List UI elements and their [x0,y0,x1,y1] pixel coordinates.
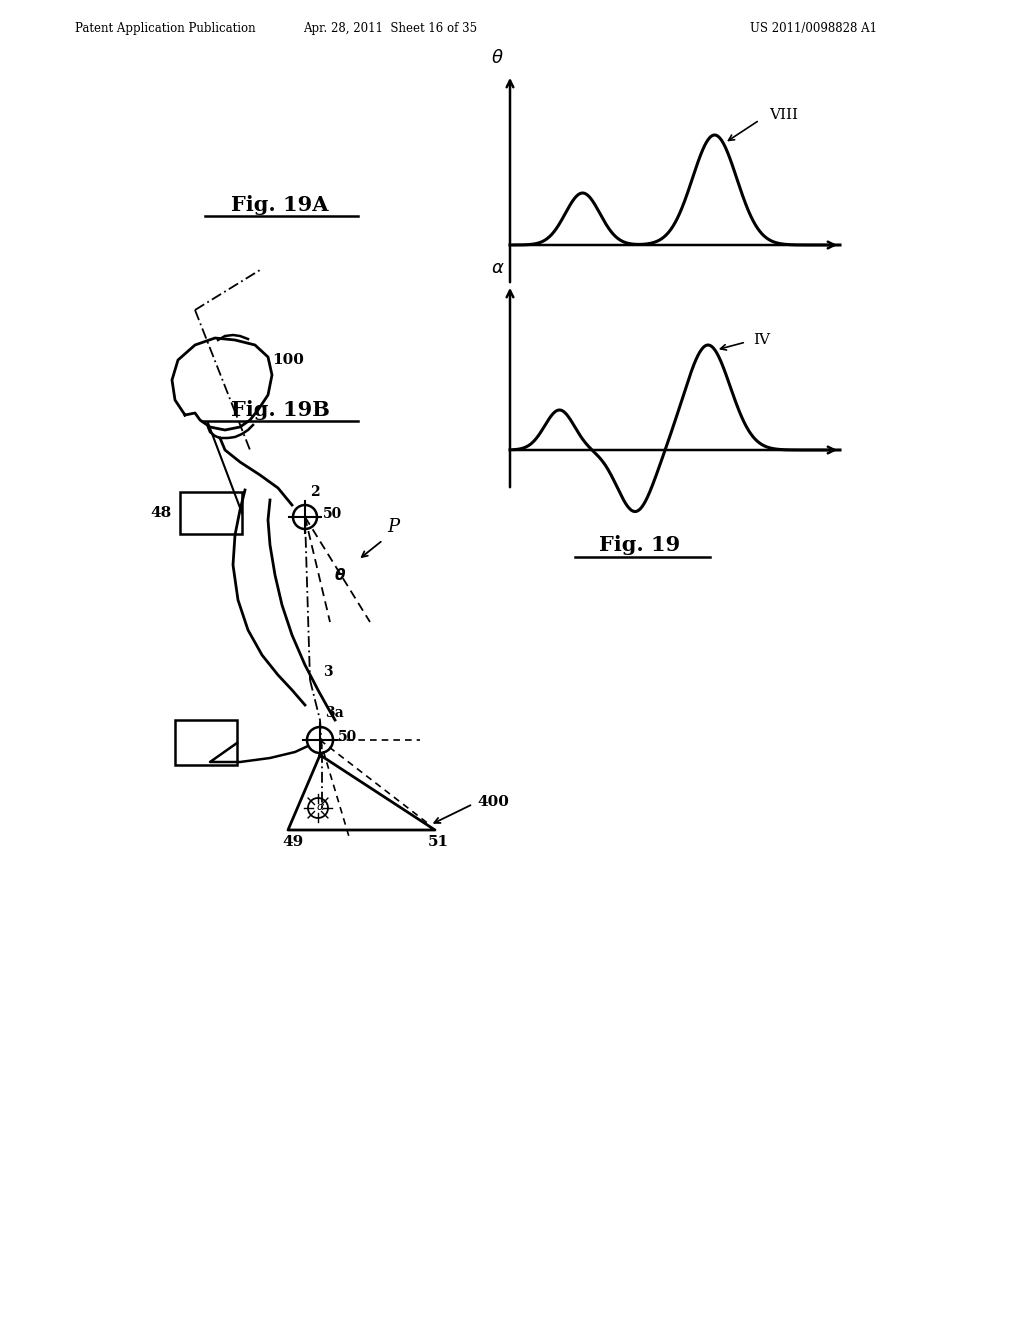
Text: Patent Application Publication: Patent Application Publication [75,22,256,36]
Text: VIII: VIII [770,108,799,121]
Text: 3a: 3a [325,706,344,719]
Bar [175,719,237,766]
Text: Fig. 19B: Fig. 19B [230,400,330,420]
Text: 48: 48 [151,506,172,520]
Text: 400: 400 [477,795,509,809]
Text: θ: θ [492,49,503,67]
Text: Fig. 19: Fig. 19 [599,535,681,554]
Text: 3: 3 [323,665,333,678]
Text: US 2011/0098828 A1: US 2011/0098828 A1 [750,22,877,36]
Text: Fig. 19A: Fig. 19A [231,195,329,215]
Text: P: P [387,517,399,536]
Text: 2: 2 [310,484,319,499]
Text: 51: 51 [427,836,449,849]
Text: 50: 50 [338,730,357,744]
Text: α: α [316,803,324,812]
Text: IV: IV [753,333,770,347]
Text: Apr. 28, 2011  Sheet 16 of 35: Apr. 28, 2011 Sheet 16 of 35 [303,22,477,36]
Text: α: α [492,259,503,277]
Text: θ: θ [335,568,345,582]
Text: 50: 50 [323,507,342,521]
Text: 49: 49 [283,836,304,849]
Text: 100: 100 [272,352,304,367]
Bar [180,492,242,535]
